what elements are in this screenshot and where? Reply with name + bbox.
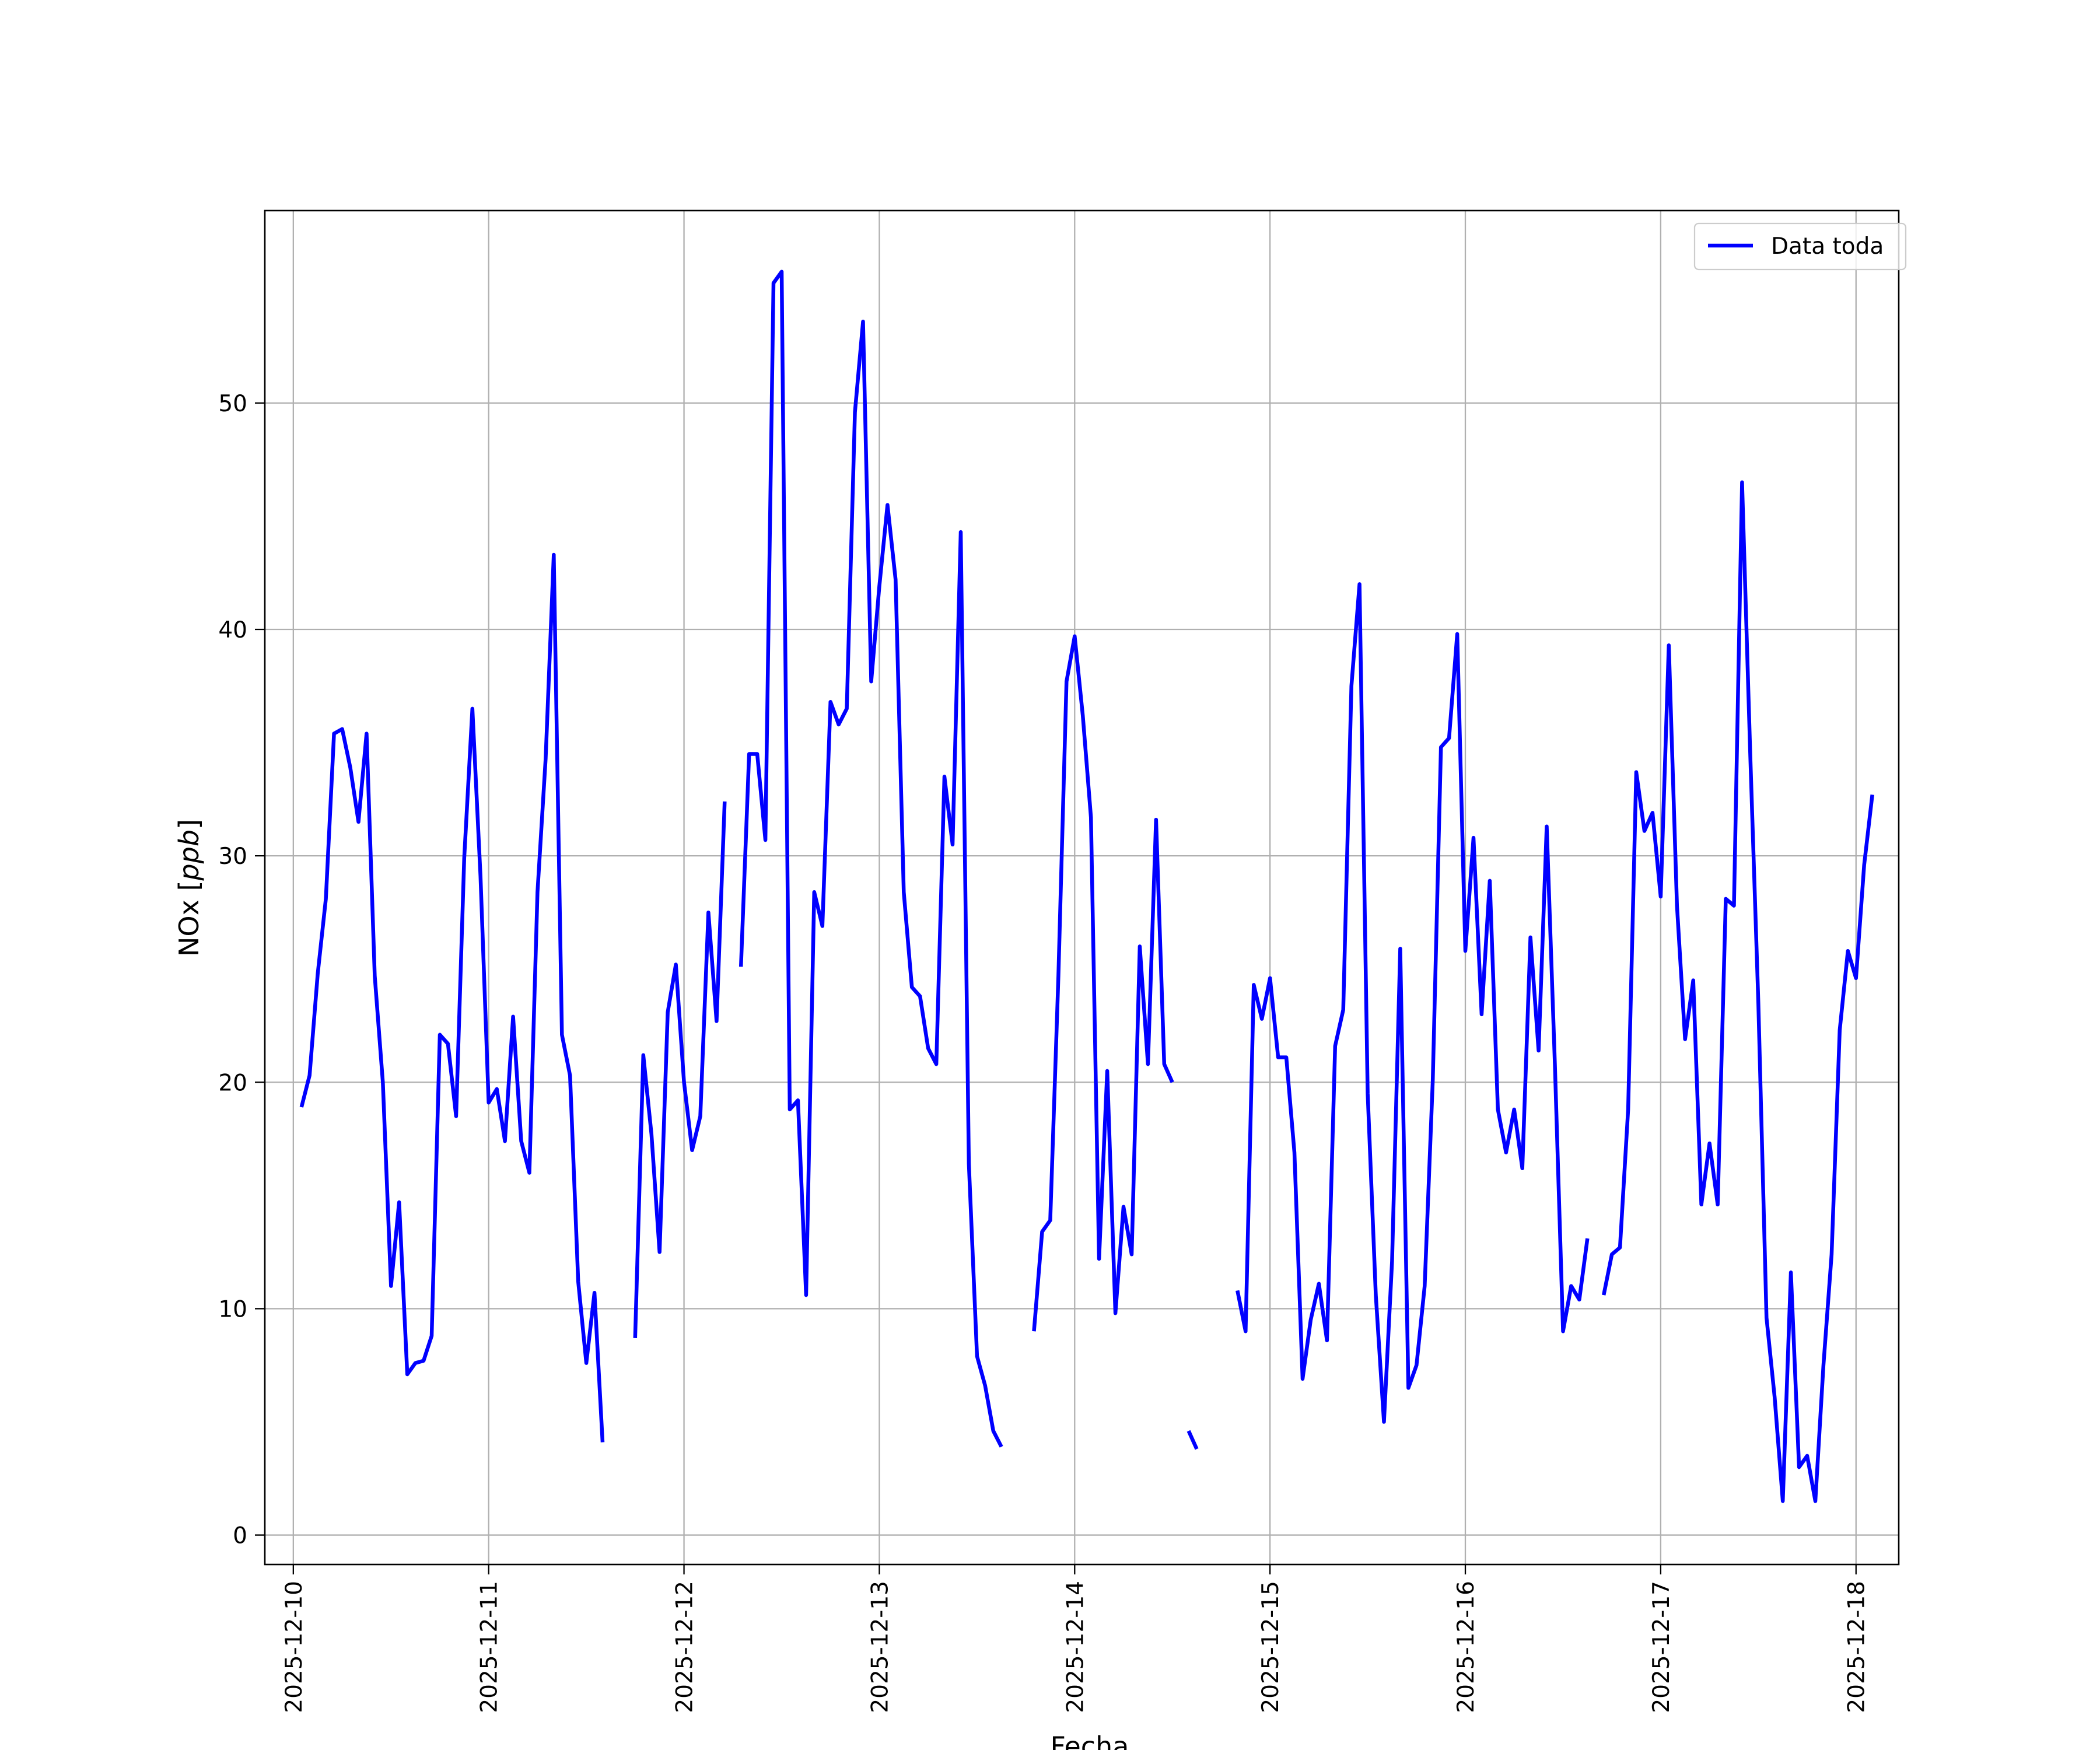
series-line-segment [1236,582,1590,1424]
y-tick-label: 20 [218,1070,247,1096]
series-line-segment [1186,1430,1199,1450]
series-line-segment [1602,480,1874,1503]
legend: Data toda [1693,222,1907,271]
x-tick-label: 2025-12-16 [1453,1581,1479,1713]
y-tick-label: 0 [233,1523,247,1549]
grid-lines [265,211,1899,1564]
x-tick-label: 2025-12-14 [1062,1581,1088,1713]
x-tick-label: 2025-12-11 [477,1581,503,1713]
y-axis-ticks: 0 10 20 30 40 50 [218,391,265,1549]
y-tick-label: 30 [218,844,247,870]
x-tick-label: 2025-12-12 [672,1581,698,1713]
x-tick-label: 2025-12-18 [1844,1581,1870,1713]
legend-label-data-toda: Data toda [1771,233,1884,260]
y-tick-label: 40 [218,617,247,643]
x-tick-label: 2025-12-15 [1258,1581,1284,1713]
y-axis-label-suffix: ] [173,819,205,830]
y-axis-label: NOx [ppb] [173,819,205,957]
x-tick-label: 2025-12-17 [1648,1581,1675,1713]
y-tick-label: 50 [218,391,247,417]
legend-box [1693,222,1907,271]
y-axis-label-unit: ppb [173,830,205,881]
plot-frame [264,209,1900,1566]
series-line-segment [633,801,727,1338]
series-line-segment [299,552,605,1443]
series-line-segment [738,270,1003,1448]
x-tick-label: 2025-12-10 [281,1581,307,1713]
x-axis-label: Fecha [1051,1731,1129,1750]
x-tick-label: 2025-12-13 [867,1581,893,1713]
y-axis-label-prefix: NOx [ [173,881,205,957]
series-line-segment [1032,634,1174,1332]
y-tick-label: 10 [218,1296,247,1322]
series-data-toda [299,270,1874,1503]
series-lines [299,270,1874,1503]
x-axis-ticks: 2025-12-10 2025-12-11 2025-12-12 2025-12-13… [281,1564,1870,1713]
